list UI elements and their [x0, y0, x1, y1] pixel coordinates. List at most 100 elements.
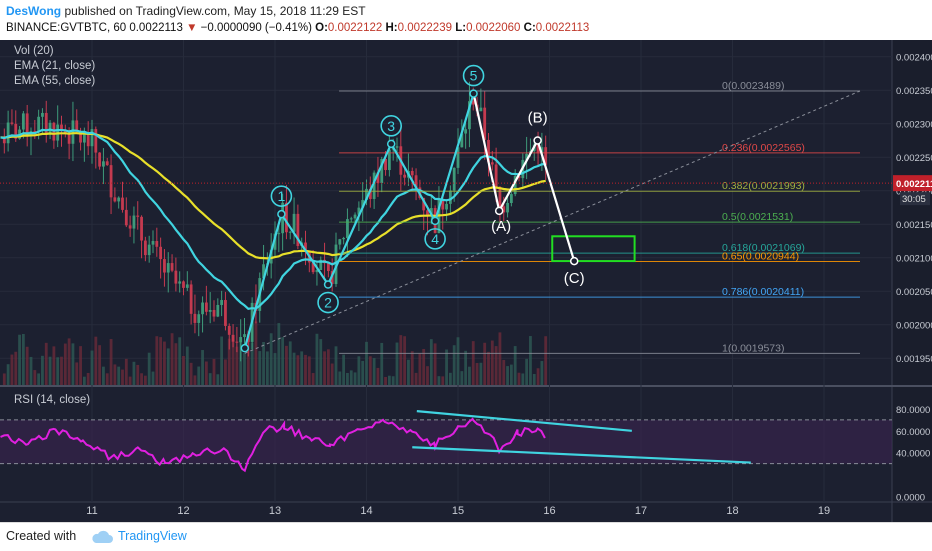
volume-bar — [174, 343, 178, 385]
volume-bar — [300, 351, 304, 385]
candle-body — [136, 215, 140, 217]
volume-bar — [102, 366, 105, 385]
time-tick-label: 11 — [86, 505, 97, 517]
wave-label: (C) — [564, 270, 585, 287]
candle-body — [456, 147, 460, 168]
volume-bar — [197, 366, 201, 385]
volume-bar — [372, 358, 376, 385]
volume-bar — [48, 356, 52, 385]
candle-body — [90, 129, 94, 147]
chart-area[interactable]: 0(0.0023489) 0.236(0.0022565) 0.382(0.0021… — [0, 40, 932, 522]
candle-body — [82, 132, 86, 143]
volume-bar — [224, 359, 227, 385]
wave-point — [240, 343, 250, 353]
tradingview-link[interactable]: TradingView — [118, 529, 187, 543]
volume-bar — [132, 361, 136, 385]
time-tick-label: 19 — [818, 505, 830, 517]
candle-body — [452, 167, 456, 191]
volume-bar — [349, 370, 353, 385]
volume-bar — [487, 351, 490, 385]
volume-bar — [346, 372, 349, 385]
candle-body — [2, 137, 6, 144]
candle-body — [44, 112, 48, 135]
candle-body — [342, 238, 346, 240]
volume-bar — [464, 350, 468, 385]
candle-body — [269, 249, 273, 264]
wave-label: 3 — [387, 118, 395, 134]
volume-bar — [319, 339, 323, 385]
time-tick-label: 14 — [360, 505, 372, 517]
wave-label-circle — [462, 64, 485, 87]
volume-bar — [178, 337, 182, 385]
volume-bar — [170, 333, 174, 385]
candle-body — [288, 231, 292, 233]
volume-bar — [265, 351, 269, 385]
candle-body — [132, 215, 136, 229]
countdown-tag — [900, 192, 930, 206]
candle-body — [212, 310, 216, 317]
candle-body — [395, 146, 399, 148]
volume-bar — [147, 352, 151, 385]
candle-body — [67, 132, 71, 144]
chart-header: DesWong published on TradingView.com, Ma… — [0, 0, 932, 40]
volume-bar — [281, 337, 285, 385]
volume-bar — [75, 362, 79, 385]
volume-bar — [502, 359, 506, 385]
volume-bar — [391, 376, 395, 385]
wave-label-circle — [424, 228, 446, 250]
candle-body — [490, 162, 494, 165]
wave-point — [494, 206, 504, 216]
volume-bar — [326, 349, 330, 385]
candle-body — [216, 304, 220, 317]
corrective-wave-line — [472, 93, 576, 262]
candle-body — [170, 263, 174, 271]
candle-body — [292, 213, 296, 232]
close-label: C: — [523, 22, 536, 34]
volume-bar — [384, 376, 387, 385]
volume-bar — [254, 321, 258, 385]
candle-body — [105, 161, 109, 166]
candle-body — [326, 263, 330, 272]
volume-bar — [273, 353, 277, 385]
volume-bar — [52, 346, 56, 385]
down-arrow-icon: ▼ — [186, 22, 198, 34]
volume-bar — [182, 355, 185, 385]
time-tick-label: 13 — [269, 505, 281, 517]
rsi-trendline-upper — [416, 409, 632, 432]
volume-bar — [201, 350, 204, 385]
candle-body — [403, 174, 407, 178]
volume-bar — [296, 355, 300, 385]
volume-bar — [41, 355, 44, 385]
candle-body — [376, 172, 380, 184]
price-tick-label: 0.0023000 — [896, 120, 932, 131]
volume-bar — [216, 374, 220, 385]
volume-bar — [426, 366, 429, 385]
candle-body — [349, 218, 353, 220]
volume-bar — [387, 375, 391, 385]
author-link[interactable]: DesWong — [6, 4, 62, 18]
candle-body — [140, 216, 143, 241]
footer: Created with TradingView — [0, 522, 932, 551]
chart-svg[interactable]: 0(0.0023489) 0.236(0.0022565) 0.382(0.0021… — [0, 40, 932, 522]
volume-bar — [334, 346, 338, 385]
time-tick-label: 16 — [543, 505, 555, 517]
legend-rsi: RSI (14, close) — [14, 394, 91, 406]
rsi-tick-label: 60.0000 — [896, 427, 930, 438]
candle-body — [494, 164, 498, 187]
volume-bar — [307, 356, 311, 385]
low-label: L: — [455, 22, 467, 34]
volume-bar — [475, 362, 479, 385]
candle-body — [357, 207, 361, 215]
fib-level-label: 0(0.0023489) — [722, 80, 784, 92]
candle-body — [151, 241, 155, 245]
candle-body — [410, 170, 414, 176]
wave-point — [430, 216, 440, 226]
volume-bar — [86, 372, 90, 385]
published-text: published on TradingView.com, May 15, 20… — [64, 4, 366, 18]
time-tick-label: 15 — [452, 505, 464, 517]
candle-body — [220, 300, 224, 305]
volume-bar — [185, 346, 189, 385]
wave-point — [533, 136, 542, 145]
time-tick-label: 12 — [177, 505, 189, 517]
impulse-wave-line — [243, 93, 475, 349]
